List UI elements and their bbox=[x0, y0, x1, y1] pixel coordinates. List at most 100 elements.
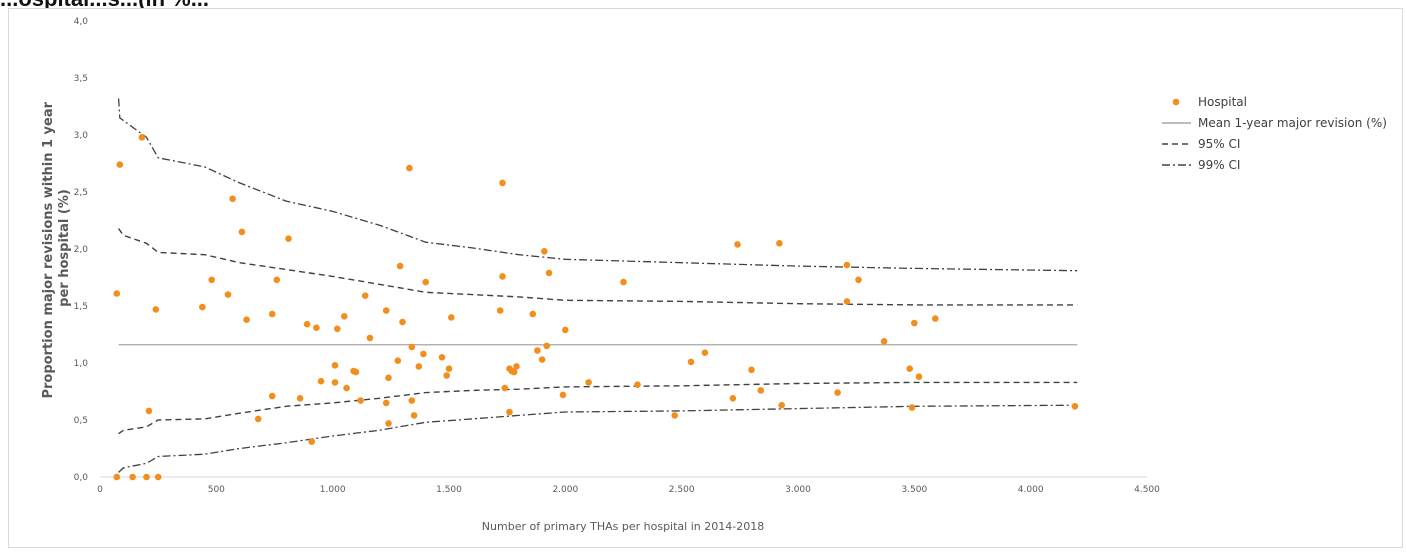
hospital-point bbox=[422, 278, 430, 286]
hospital-point bbox=[406, 164, 413, 172]
x-tick-label: 4.500 bbox=[1134, 485, 1160, 495]
hospital-point bbox=[361, 292, 369, 300]
y-tick-label: 2,5 bbox=[74, 188, 88, 198]
hospital-point bbox=[238, 228, 246, 236]
hospital-point bbox=[687, 358, 695, 366]
hospital-point bbox=[445, 365, 453, 373]
hospital-point bbox=[229, 195, 236, 203]
hospital-point bbox=[382, 307, 390, 314]
hospital-point bbox=[331, 379, 339, 386]
hospital-point bbox=[776, 240, 783, 247]
hospital-point bbox=[443, 372, 451, 379]
header-partial-text: ...ospital...s...(in %... bbox=[0, 0, 209, 12]
y-tick-label: 1,5 bbox=[74, 302, 88, 312]
hospital-point bbox=[152, 306, 160, 313]
legend-item: 99% CI bbox=[1162, 158, 1240, 172]
hospital-point bbox=[843, 261, 851, 269]
hospital-point bbox=[734, 241, 741, 248]
hospital-point bbox=[541, 248, 548, 255]
x-tick-label: 3.500 bbox=[901, 485, 927, 495]
hospital-point bbox=[855, 276, 862, 284]
hospital-point bbox=[357, 397, 364, 404]
hospital-point bbox=[154, 473, 162, 481]
tick-labels: 0 500 1.000 1.500 2.000 2.500 3.000 3.500 4.000 4… bbox=[74, 17, 1160, 495]
hospital-point bbox=[499, 179, 506, 187]
hospital-point bbox=[308, 438, 316, 446]
hospital-point bbox=[448, 314, 455, 321]
hospital-point bbox=[415, 363, 423, 370]
hospital-point bbox=[911, 319, 918, 327]
hospital-point bbox=[243, 316, 250, 324]
hospital-point bbox=[634, 381, 641, 389]
hospital-point bbox=[499, 273, 506, 280]
x-tick-label: 3.000 bbox=[785, 485, 811, 495]
hospital-point bbox=[113, 290, 121, 297]
hospital-point bbox=[410, 412, 418, 419]
hospital-point bbox=[285, 235, 292, 242]
hospital-point bbox=[438, 354, 446, 361]
hospital-point bbox=[534, 347, 541, 354]
x-axis-title: Number of primary THAs per hospital in 2… bbox=[482, 520, 764, 533]
hospital-point bbox=[385, 374, 392, 382]
y-tick-label: 1,0 bbox=[74, 359, 89, 369]
hospital-point bbox=[701, 349, 709, 357]
hospital-point bbox=[908, 404, 916, 411]
hospital-point bbox=[671, 412, 678, 419]
y-axis-title-line-2: per hospital (%) bbox=[57, 189, 72, 307]
y-tick-label: 2,0 bbox=[74, 245, 89, 255]
hospital-point bbox=[538, 356, 546, 363]
y-tick-label: 0,5 bbox=[74, 416, 88, 426]
y-tick-label: 3,0 bbox=[74, 131, 89, 141]
hospital-point bbox=[341, 313, 348, 320]
legend-dot-marker bbox=[1172, 98, 1180, 106]
hospital-point bbox=[757, 387, 765, 394]
legend: Hospital Mean 1-year major revision (%) 95… bbox=[1162, 95, 1387, 172]
hospital-point bbox=[1071, 403, 1079, 410]
hospital-point bbox=[385, 420, 392, 427]
chart-frame bbox=[8, 8, 1403, 548]
hospital-points bbox=[113, 134, 1079, 481]
hospital-point bbox=[394, 357, 402, 365]
y-axis-title: Proportion major revisions within 1 year… bbox=[41, 97, 72, 398]
hospital-point bbox=[138, 134, 146, 141]
hospital-point bbox=[352, 368, 360, 376]
hospital-point bbox=[562, 326, 569, 334]
hospital-point bbox=[296, 395, 304, 402]
x-tick-label: 1.500 bbox=[436, 485, 462, 495]
hospital-point bbox=[254, 415, 262, 423]
hospital-point bbox=[748, 366, 755, 374]
reference-lines bbox=[117, 98, 1078, 473]
hospital-point bbox=[113, 473, 121, 481]
hospital-point bbox=[529, 310, 537, 318]
ci95-lower-line bbox=[118, 381, 1078, 435]
hospital-point bbox=[729, 395, 737, 402]
hospital-point bbox=[145, 407, 153, 415]
hospital-point bbox=[303, 320, 311, 328]
x-tick-label: 2.000 bbox=[552, 485, 578, 495]
legend-item: 95% CI bbox=[1162, 137, 1240, 151]
x-tick-label: 1.000 bbox=[320, 485, 346, 495]
hospital-point bbox=[399, 318, 406, 326]
hospital-point bbox=[313, 324, 320, 332]
x-tick-label: 2.500 bbox=[669, 485, 695, 495]
hospital-point bbox=[778, 401, 785, 409]
hospital-point bbox=[382, 399, 390, 407]
hospital-point bbox=[545, 269, 553, 277]
hospital-point bbox=[880, 338, 888, 345]
hospital-point bbox=[224, 291, 232, 298]
hospital-point bbox=[268, 310, 276, 318]
legend-label: Hospital bbox=[1198, 95, 1247, 109]
hospital-point bbox=[420, 350, 427, 358]
header-band: ...ospital...s...(in %... bbox=[0, 0, 1407, 16]
legend-item: Hospital bbox=[1172, 95, 1247, 109]
hospital-point bbox=[585, 379, 592, 386]
hospital-point bbox=[317, 377, 325, 385]
hospital-point bbox=[116, 161, 124, 168]
hospital-point bbox=[408, 397, 416, 404]
hospital-point bbox=[143, 473, 150, 481]
hospital-point bbox=[834, 389, 841, 396]
hospital-point bbox=[510, 368, 518, 376]
hospital-point bbox=[513, 363, 520, 370]
hospital-point bbox=[915, 373, 923, 381]
hospital-point bbox=[273, 276, 281, 284]
